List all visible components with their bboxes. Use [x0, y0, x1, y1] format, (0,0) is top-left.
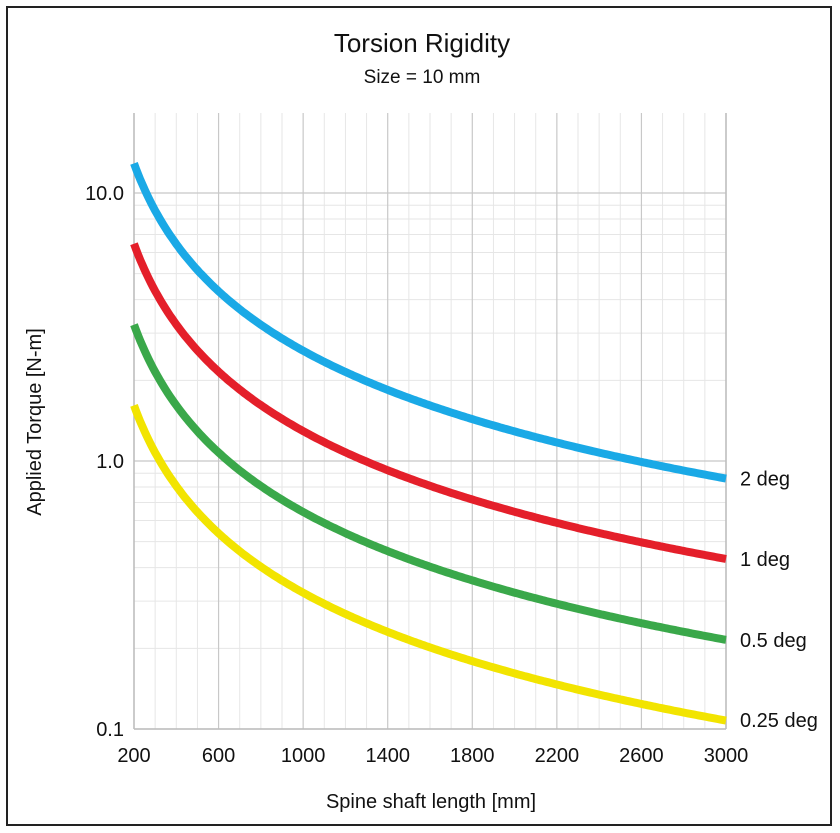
series-label: 0.25 deg	[740, 710, 818, 732]
x-tick-label: 1400	[365, 745, 410, 767]
x-tick-label: 200	[117, 745, 150, 767]
x-tick-label: 1000	[281, 745, 326, 767]
y-tick-label: 0.1	[96, 719, 124, 741]
series-lines	[130, 162, 727, 725]
series-labels: 2 deg 1 deg 0.5 deg 0.25 deg	[740, 469, 818, 732]
x-tick-label: 600	[202, 745, 235, 767]
x-tick-label: 1800	[450, 745, 495, 767]
x-tick-label: 3000	[704, 745, 749, 767]
series-line	[130, 162, 727, 483]
x-tick-labels: 200 600 1000 1400 1800 2200 2600 3000	[117, 745, 748, 767]
series-label: 0.5 deg	[740, 630, 807, 652]
series-label: 1 deg	[740, 549, 790, 571]
x-axis-label: Spine shaft length [mm]	[326, 791, 536, 813]
minor-grid	[134, 113, 726, 729]
x-tick-label: 2600	[619, 745, 664, 767]
y-tick-labels: 0.1 1.0 10.0	[85, 183, 124, 741]
chart-title: Torsion Rigidity	[334, 28, 510, 58]
series-line	[130, 404, 727, 725]
series-line	[130, 242, 727, 563]
series-label: 2 deg	[740, 469, 790, 491]
chart-frame	[6, 6, 832, 826]
x-tick-label: 2200	[535, 745, 580, 767]
chart-subtitle: Size = 10 mm	[364, 67, 481, 88]
y-tick-label: 1.0	[96, 451, 124, 473]
series-line	[130, 323, 727, 644]
y-tick-label: 10.0	[85, 183, 124, 205]
y-axis-label: Applied Torque [N-m]	[24, 328, 46, 516]
plot-border	[133, 113, 727, 730]
